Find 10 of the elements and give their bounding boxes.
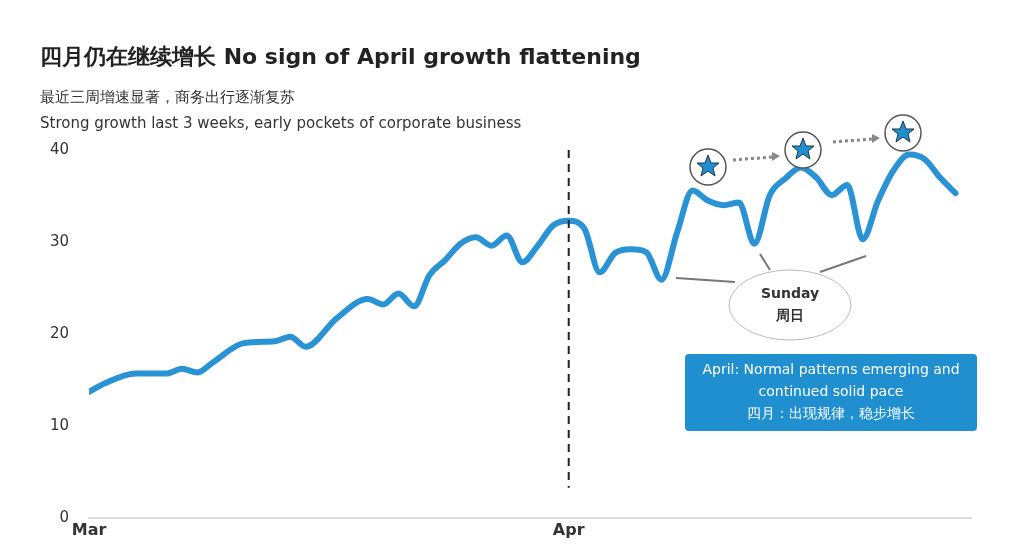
annotation: April: Normal patterns emerging and continued solid pace 四月：出现规律，稳步增长 — [685, 354, 977, 431]
y-tick-label: 40 — [49, 139, 70, 158]
y-tick-label: 10 — [49, 415, 70, 434]
chart-title: 四月仍在继续增长 No sign of April growth flattening — [40, 43, 641, 71]
chart-subtitle: 最近三周增速显著，商务出行逐渐复苏 Strong growth last 3 weeks, early pockets of corporate business — [40, 87, 522, 134]
y-tick-label: 30 — [49, 231, 70, 250]
x-tick-label: Apr — [552, 519, 585, 539]
y-tick-label: 0 — [59, 507, 70, 526]
x-tick-label: Mar — [71, 519, 107, 539]
y-tick-label: 20 — [49, 323, 70, 342]
